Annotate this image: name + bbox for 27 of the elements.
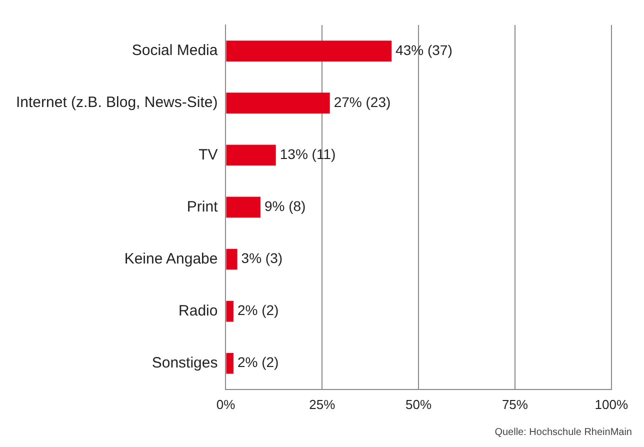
data-label: 3% (3) [241, 250, 283, 266]
y-tick-label: Radio [178, 302, 218, 320]
data-label: 2% (2) [237, 354, 279, 370]
data-label: 2% (2) [237, 302, 279, 318]
y-tick-label: TV [198, 146, 218, 164]
x-tick-label: 75% [502, 396, 528, 412]
bar [226, 144, 276, 166]
bar [226, 352, 234, 374]
x-tick-label: 100% [594, 396, 628, 412]
data-label: 9% (8) [264, 198, 306, 214]
x-tick-label: 25% [309, 396, 336, 412]
y-tick-label: Print [186, 198, 219, 216]
data-label: 43% (37) [396, 42, 452, 58]
bar [226, 196, 260, 218]
bar [226, 40, 392, 62]
x-tick-label: 0% [216, 396, 236, 412]
data-label: 13% (11) [280, 146, 336, 162]
source-note: Quelle: Hochschule RheinMain [494, 426, 632, 438]
y-tick-label: Internet (z.B. Blog, News-Site) [16, 94, 218, 112]
bar [226, 248, 238, 270]
y-tick-label: Keine Angabe [124, 250, 218, 268]
y-tick-label: Sonstiges [152, 354, 218, 372]
y-tick-label: Social Media [132, 42, 218, 60]
bar [226, 300, 234, 322]
data-label: 27% (23) [334, 94, 391, 110]
bar [226, 92, 330, 114]
x-tick-label: 50% [406, 396, 432, 412]
